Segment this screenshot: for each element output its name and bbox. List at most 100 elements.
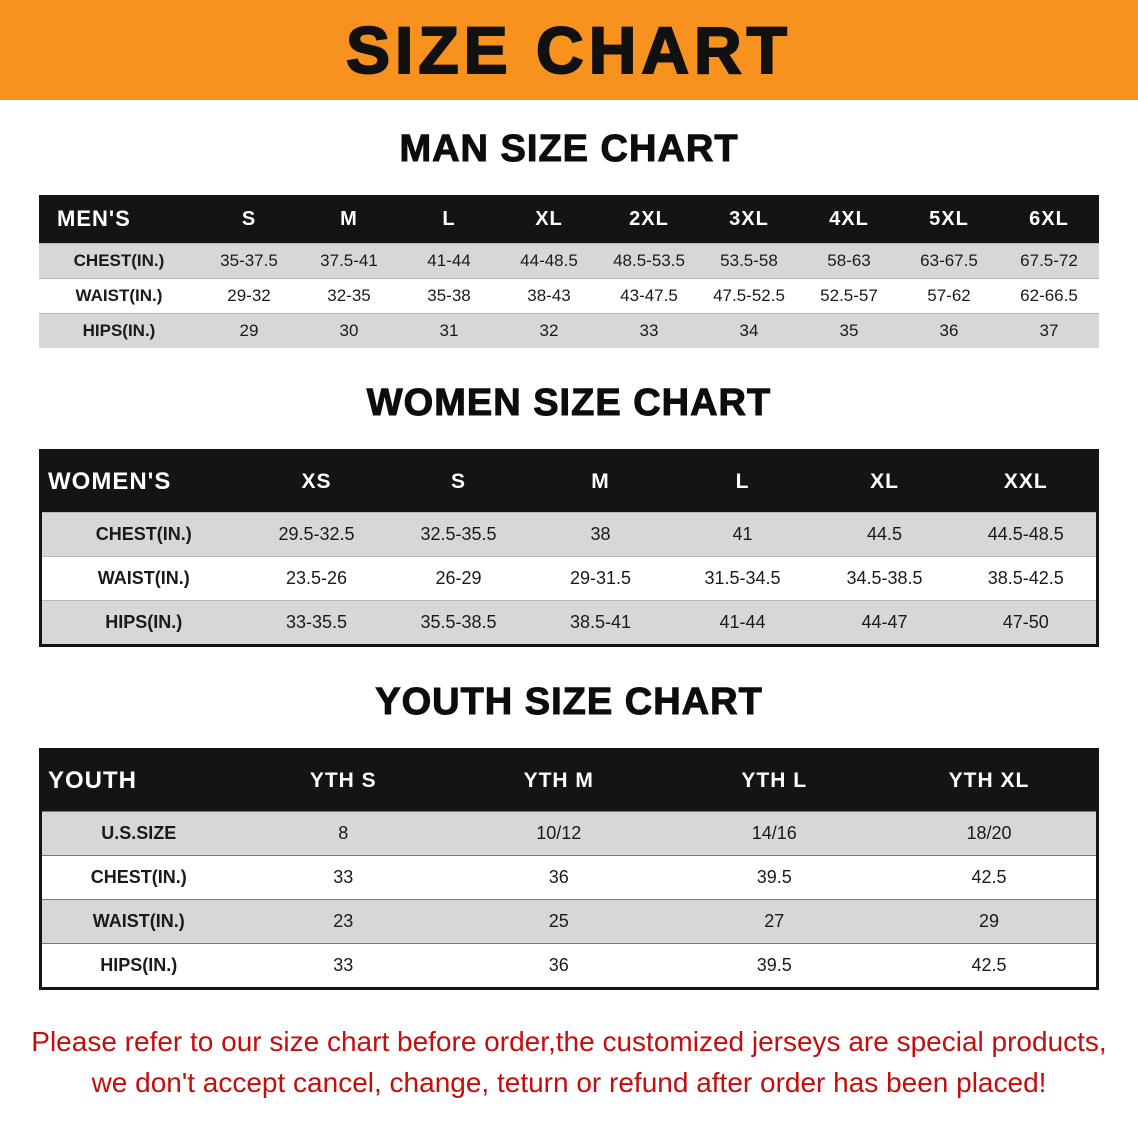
size-value: 27 [764,911,785,931]
size-value: 29 [239,321,259,340]
size-column-header: 5XL [899,195,999,244]
row-label: HIPS(IN.) [105,612,183,632]
table-row: CHEST(IN.) 33 36 39.5 42.5 [40,855,1098,900]
size-column-header: L [671,450,814,513]
table-row: CHEST(IN.) 29.5-32.5 32.5-35.5 38 41 44.5 44.5… [40,512,1098,557]
size-value: 39.5 [756,955,792,975]
table-title-cell: YOUTH [40,749,236,812]
men-size-table: MEN'S S M L XL 2XL 3XL 4XL 5XL 6XL CHEST(IN.) 35-37… [39,195,1099,348]
size-value: 34.5-38.5 [846,568,923,588]
table-row: HIPS(IN.) 29 30 31 32 33 34 35 36 37 [39,313,1099,348]
size-column-header: YTH L [666,749,882,812]
size-column-header: XS [245,450,388,513]
men-section-heading: MAN SIZE CHART [399,128,739,171]
size-column-header: M [299,195,399,244]
table-row: HIPS(IN.) 33 36 39.5 42.5 [40,943,1098,989]
table-header-row: MEN'S S M L XL 2XL 3XL 4XL 5XL 6XL [39,195,1099,244]
size-value: 36 [939,321,959,340]
size-value: 47-50 [1002,612,1049,632]
size-value: 44-47 [861,612,908,632]
row-label: HIPS(IN.) [82,321,156,340]
youth-section-heading: YOUTH SIZE CHART [375,681,763,724]
size-value: 41 [732,524,753,544]
size-value: 48.5-53.5 [613,251,685,270]
size-column-header: XXL [955,450,1098,513]
table-row: WAIST(IN.) 23 25 27 29 [40,899,1098,944]
size-value: 42.5 [971,867,1007,887]
size-value: 53.5-58 [720,251,778,270]
table-header-row: WOMEN'S XS S M L XL XXL [40,450,1098,513]
size-value: 30 [339,321,359,340]
size-value: 44.5 [866,524,903,544]
size-value: 23.5-26 [285,568,348,588]
size-value: 14/16 [751,823,797,843]
size-value: 67.5-72 [1020,251,1078,270]
size-value: 35 [839,321,859,340]
size-column-header: XL [499,195,599,244]
table-row: WAIST(IN.) 29-32 32-35 35-38 38-43 43-47.5 47.… [39,278,1099,314]
row-label: WAIST(IN.) [75,286,163,305]
size-value: 52.5-57 [820,286,878,305]
size-value: 31 [439,321,459,340]
size-column-header: L [399,195,499,244]
size-column-header: YTH S [235,749,451,812]
size-value: 35-37.5 [220,251,278,270]
size-value: 32-35 [327,286,371,305]
table-title-cell: WOMEN'S [40,450,246,513]
size-value: 38.5-41 [569,612,632,632]
size-value: 29 [978,911,1000,931]
size-value: 33 [333,955,354,975]
row-label: U.S.SIZE [101,823,177,843]
size-column-header: XL [813,450,956,513]
size-column-header: YTH M [451,749,667,812]
size-value: 44.5-48.5 [987,524,1064,544]
women-section-heading: WOMEN SIZE CHART [366,382,772,425]
table-row: U.S.SIZE 8 10/12 14/16 18/20 [40,811,1098,856]
women-size-table: WOMEN'S XS S M L XL XXL CHEST(IN.) 29.5-32.5 32.5… [39,449,1099,647]
size-value: 18/20 [966,823,1012,843]
banner: SIZE CHART [0,0,1138,100]
size-column-header: 6XL [999,195,1099,244]
size-value: 35-38 [427,286,471,305]
size-value: 44-48.5 [520,251,578,270]
size-value: 42.5 [971,955,1007,975]
size-value: 29-32 [227,286,271,305]
women-section: WOMEN SIZE CHART WOMEN'S XS S M L XL XXL CHEST(… [0,382,1138,647]
size-column-header: M [529,450,672,513]
size-value: 29.5-32.5 [278,524,355,544]
size-value: 36 [548,955,569,975]
size-value: 63-67.5 [920,251,978,270]
size-value: 26-29 [435,568,482,588]
size-value: 35.5-38.5 [420,612,497,632]
youth-section: YOUTH SIZE CHART YOUTH YTH S YTH M YTH L YTH… [0,681,1138,990]
content: MAN SIZE CHART MEN'S S M L XL 2XL 3XL 4XL 5XL 6XL… [0,128,1138,1103]
size-value: 34 [739,321,759,340]
size-column-header: YTH XL [882,749,1098,812]
size-chart-page: SIZE CHART MAN SIZE CHART MEN'S S M L XL 2XL 3… [0,0,1138,1103]
size-value: 33-35.5 [285,612,348,632]
table-row: CHEST(IN.) 35-37.5 37.5-41 41-44 44-48.5 48.5… [39,243,1099,279]
size-value: 58-63 [827,251,871,270]
size-value: 38 [590,524,611,544]
size-value: 41-44 [719,612,766,632]
size-value: 10/12 [536,823,582,843]
row-label: CHEST(IN.) [73,251,165,270]
size-column-header: 4XL [799,195,899,244]
row-label: WAIST(IN.) [92,911,185,931]
size-value: 38-43 [527,286,571,305]
size-value: 23 [333,911,354,931]
size-value: 41-44 [427,251,471,270]
size-value: 33 [639,321,659,340]
size-value: 36 [548,867,569,887]
youth-size-table: YOUTH YTH S YTH M YTH L YTH XL U.S.SIZE 8 10/12… [39,748,1099,990]
page-title: SIZE CHART [345,13,792,87]
table-header-row: YOUTH YTH S YTH M YTH L YTH XL [40,749,1098,812]
size-value: 25 [548,911,569,931]
order-policy-note: Please refer to our size chart before or… [24,1022,1114,1103]
size-value: 29-31.5 [569,568,632,588]
size-value: 43-47.5 [620,286,678,305]
size-value: 38.5-42.5 [987,568,1064,588]
row-label: HIPS(IN.) [100,955,178,975]
size-value: 33 [333,867,354,887]
note-line-1: Please refer to our size chart before or… [31,1026,1107,1057]
